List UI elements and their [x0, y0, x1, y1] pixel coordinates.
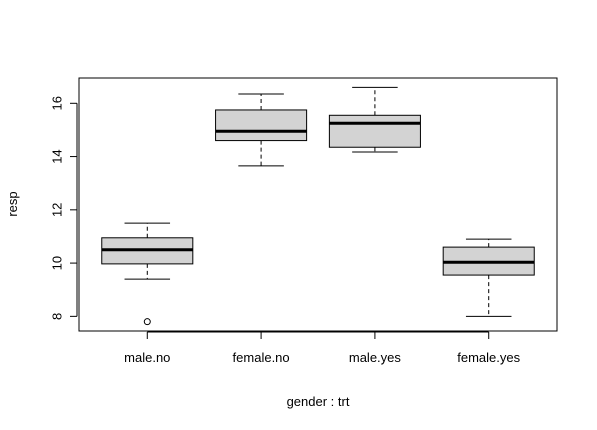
box-iqr: [328, 114, 421, 148]
y-tick-label: 10: [49, 256, 64, 270]
x-tick-label: male.yes: [349, 350, 402, 365]
y-axis-title: resp: [5, 191, 20, 216]
x-axis-title: gender : trt: [287, 394, 350, 409]
plot-area: 8 10 12 14 16 male.no female.no male.yes female.…: [49, 77, 558, 365]
x-tick-label: male.no: [124, 350, 170, 365]
outlier-point: [143, 318, 151, 326]
y-tick-label: 14: [49, 149, 64, 163]
box-iqr: [215, 109, 308, 142]
y-tick-label: 8: [49, 313, 64, 320]
x-tick-label: female.no: [233, 350, 290, 365]
x-tick-label: female.yes: [457, 350, 520, 365]
y-tick-label: 12: [49, 203, 64, 217]
y-tick-label: 16: [49, 96, 64, 110]
plot-frame: [78, 77, 558, 332]
